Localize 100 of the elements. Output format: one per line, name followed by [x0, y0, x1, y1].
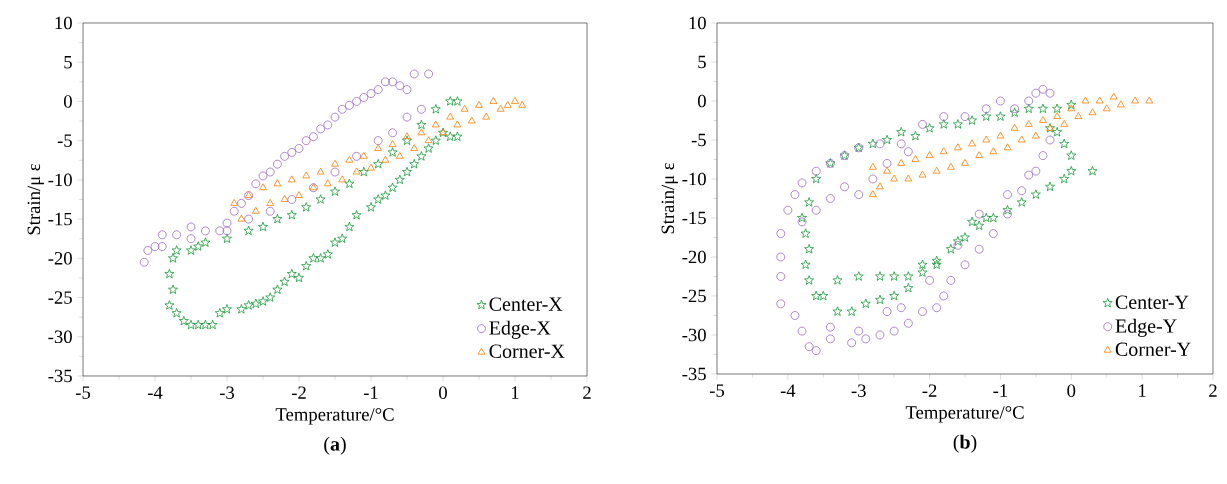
point [402, 85, 412, 95]
point [995, 111, 1006, 121]
point [280, 195, 289, 202]
point [287, 148, 297, 157]
y-axis-title: Strain/μ ε [661, 162, 678, 234]
point [1081, 96, 1090, 104]
point [804, 243, 815, 254]
point [860, 298, 871, 309]
point [974, 220, 985, 231]
point [869, 190, 877, 197]
point [381, 77, 390, 87]
point [1060, 119, 1069, 127]
point [846, 306, 857, 316]
point [832, 306, 843, 316]
point [352, 97, 362, 106]
point [1039, 116, 1047, 123]
point [1037, 103, 1048, 114]
point [388, 128, 398, 138]
point [981, 111, 992, 121]
point [352, 151, 362, 161]
point [330, 167, 340, 177]
point [345, 155, 354, 163]
point [244, 214, 254, 224]
point [875, 271, 885, 281]
point [186, 234, 196, 244]
point [337, 104, 347, 114]
point [832, 275, 843, 285]
point [1053, 112, 1061, 119]
point [968, 139, 976, 147]
x-tick-label: -1 [993, 384, 1008, 397]
y-tick-label: -35 [48, 369, 72, 383]
point [903, 282, 914, 293]
point [918, 170, 927, 178]
point [911, 155, 920, 162]
point [960, 232, 970, 242]
x-tick-label: -3 [219, 386, 235, 399]
y-tick-label: 5 [698, 55, 706, 69]
y-tick-label: 0 [697, 94, 706, 108]
point [882, 134, 893, 145]
x-tick-label: -5 [75, 386, 91, 399]
x-axis-title: Temperature/°C [275, 408, 394, 425]
point [417, 128, 426, 136]
point [897, 158, 906, 166]
point [931, 259, 942, 270]
point [931, 255, 942, 266]
point [302, 171, 311, 179]
point [981, 212, 992, 223]
point [946, 162, 955, 170]
point [367, 163, 375, 171]
point [1145, 96, 1154, 104]
point [954, 143, 962, 151]
point [280, 151, 290, 161]
point [395, 81, 405, 91]
y-tick-label: 0 [63, 95, 72, 108]
point [952, 119, 963, 129]
point [1003, 143, 1012, 151]
legend-label: Edge-Y [1115, 318, 1177, 337]
point [996, 131, 1005, 139]
point [1052, 103, 1063, 114]
point [345, 100, 354, 110]
point [157, 230, 167, 240]
point [967, 115, 978, 125]
point [139, 257, 149, 267]
point [1117, 100, 1125, 108]
y-tick-label: -5 [57, 134, 72, 147]
point [876, 182, 884, 190]
point [323, 120, 333, 130]
point [402, 112, 412, 122]
point [961, 158, 969, 166]
x-tick-label: 0 [1067, 384, 1076, 397]
point [417, 104, 426, 114]
point [800, 228, 811, 238]
point [374, 144, 383, 151]
point [237, 214, 246, 222]
legend-label: Corner-Y [1115, 342, 1191, 357]
point [1017, 135, 1026, 143]
point [338, 175, 347, 183]
y-tick-label: -10 [682, 172, 706, 186]
y-tick-label: 5 [64, 56, 72, 69]
point [982, 135, 991, 143]
point [818, 290, 829, 301]
point [989, 147, 998, 155]
point [867, 138, 878, 149]
point [1066, 150, 1077, 160]
text: (a) [324, 436, 346, 455]
y-tick-label: -20 [48, 252, 72, 265]
y-tick-label: -15 [48, 212, 72, 226]
point [316, 124, 326, 134]
point [222, 218, 232, 228]
x-tick-label: 2 [583, 386, 591, 399]
point [273, 159, 282, 169]
point [395, 151, 404, 159]
point [1031, 131, 1040, 139]
point [287, 195, 297, 204]
point [265, 167, 275, 177]
y-tick-label: -30 [48, 330, 72, 344]
point [388, 77, 398, 87]
point [309, 132, 318, 142]
point [496, 104, 505, 112]
point [237, 199, 246, 208]
